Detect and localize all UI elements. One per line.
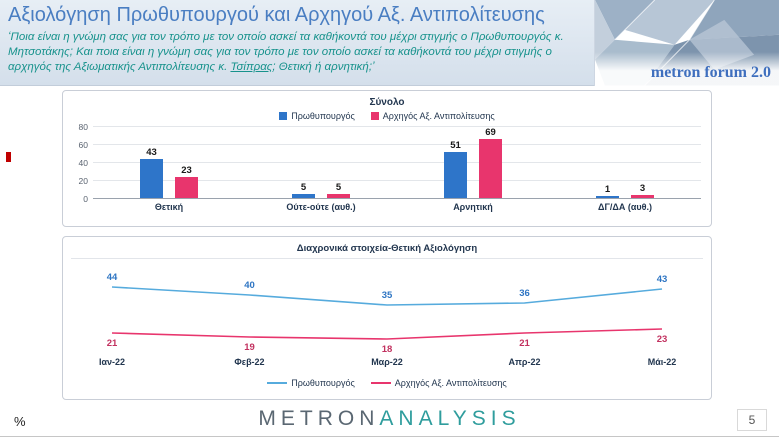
metron-forum-logo: metron forum 2.0 xyxy=(594,0,779,86)
bar-with-label: 23 xyxy=(175,127,198,198)
bar-with-label: 5 xyxy=(327,127,350,198)
bar xyxy=(631,195,654,198)
bar xyxy=(175,177,198,198)
y-axis-tick-label: 60 xyxy=(79,140,88,150)
slide: Αξιολόγηση Πρωθυπουργού και Αρχηγού Αξ. … xyxy=(0,0,779,437)
subtitle-text-end: ; Θετική ή αρνητική;’ xyxy=(272,61,374,73)
line-value-label: 40 xyxy=(244,280,255,291)
line-value-label: 18 xyxy=(382,344,393,355)
line-value-label: 19 xyxy=(244,342,255,353)
bar-group: 55 xyxy=(245,127,397,198)
line-value-label: 35 xyxy=(382,290,393,301)
left-margin-red-marker xyxy=(6,152,11,162)
line-value-label: 23 xyxy=(657,334,668,345)
bar xyxy=(140,159,163,198)
legend-label: Πρωθυπουργός xyxy=(291,378,355,388)
line-value-label: 44 xyxy=(107,272,118,283)
bar xyxy=(596,196,619,198)
category-label: Μάι-22 xyxy=(627,357,697,367)
header-text-block: Αξιολόγηση Πρωθυπουργού και Αρχηγού Αξ. … xyxy=(8,4,594,75)
metron-analysis-logo: METRONANALYSIS xyxy=(0,407,779,431)
bar-with-label: 3 xyxy=(631,127,654,198)
bar-with-label: 43 xyxy=(140,127,163,198)
y-axis-tick-label: 80 xyxy=(79,122,88,132)
legend-item: Αρχηγός Αξ. Αντιπολίτευσης xyxy=(371,111,495,121)
bar-plot-column: 432355516913 ΘετικήΟύτε-ούτε (αυθ.)Αρνητ… xyxy=(93,127,701,212)
category-label: Απρ-22 xyxy=(490,357,560,367)
bar-group: 13 xyxy=(549,127,701,198)
bar-group: 51 69 xyxy=(397,127,549,198)
page-title: Αξιολόγηση Πρωθυπουργού και Αρχηγού Αξ. … xyxy=(8,4,594,27)
legend-label: Αρχηγός Αξ. Αντιπολίτευσης xyxy=(383,111,495,121)
line-category-labels: Ιαν-22 Φεβ-22 Μαρ-22 Απρ-22 Μάι-22 xyxy=(67,357,707,369)
bar-value-label: 23 xyxy=(181,165,192,176)
bar xyxy=(292,194,315,199)
category-label: Θετική xyxy=(93,202,245,212)
y-axis-tick-label: 0 xyxy=(83,194,88,204)
bar xyxy=(327,194,350,199)
question-subtitle: ‘Ποια είναι η γνώμη σας για τον τρόπο με… xyxy=(8,30,594,75)
bar-groups: 432355516913 xyxy=(93,127,701,198)
bar-value-label: 5 xyxy=(336,182,341,193)
title-divider xyxy=(71,258,703,259)
y-axis-tick-label: 20 xyxy=(79,176,88,186)
bar-with-label: 69 xyxy=(479,127,502,198)
bar xyxy=(444,152,467,198)
brand-analysis: ANALYSIS xyxy=(379,407,520,430)
line-value-label: 36 xyxy=(519,288,530,299)
legend-item: Πρωθυπουργός xyxy=(267,378,355,388)
category-label: Μαρ-22 xyxy=(352,357,422,367)
category-label: ΔΓ/ΔΑ (αυθ.) xyxy=(549,202,701,212)
bar-value-label: 43 xyxy=(146,147,157,158)
bar xyxy=(479,139,502,198)
bar-chart-legend: Πρωθυπουργός Αρχηγός Αξ. Αντιπολίτευσης xyxy=(63,111,711,121)
category-label: Αρνητική xyxy=(397,202,549,212)
bar-chart-title: Σύνολο xyxy=(63,97,711,108)
line-value-label: 21 xyxy=(107,338,118,349)
bar-with-label: 1 xyxy=(596,127,619,198)
slide-header: Αξιολόγηση Πρωθυπουργού και Αρχηγού Αξ. … xyxy=(0,0,779,86)
line-plot-area: 44 40 35 36 43 21 19 18 21 23 xyxy=(67,265,707,357)
line-chart-panel: Διαχρονικά στοιχεία-Θετική Αξιολόγηση 44… xyxy=(62,236,712,400)
bar-value-label: 51 xyxy=(450,140,461,151)
legend-item: Αρχηγός Αξ. Αντιπολίτευσης xyxy=(371,378,507,388)
bar-chart-area: 020406080 432355516913 ΘετικήΟύτε-ούτε (… xyxy=(63,127,711,212)
page-number: 5 xyxy=(737,409,767,431)
bar-plot-area: 432355516913 xyxy=(93,127,701,199)
legend-square-marker xyxy=(279,112,287,120)
line-value-label: 43 xyxy=(657,274,668,285)
brand-metron: METRON xyxy=(258,407,379,430)
category-label: Φεβ-22 xyxy=(215,357,285,367)
line-series xyxy=(112,329,662,339)
line-value-label: 21 xyxy=(519,338,530,349)
bar-value-label: 3 xyxy=(640,183,645,194)
bar-chart-panel: Σύνολο Πρωθυπουργός Αρχηγός Αξ. Αντιπολίτ… xyxy=(62,90,712,227)
line-chart-legend: Πρωθυπουργός Αρχηγός Αξ. Αντιπολίτευσης xyxy=(63,378,711,388)
category-label: Ιαν-22 xyxy=(77,357,147,367)
metron-forum-wordmark: metron forum 2.0 xyxy=(595,64,779,82)
y-axis-tick-label: 40 xyxy=(79,158,88,168)
bar-value-label: 69 xyxy=(485,127,496,138)
legend-item: Πρωθυπουργός xyxy=(279,111,355,121)
category-label: Ούτε-ούτε (αυθ.) xyxy=(245,202,397,212)
legend-label: Πρωθυπουργός xyxy=(291,111,355,121)
bar-with-label: 5 xyxy=(292,127,315,198)
legend-line-marker xyxy=(267,382,287,384)
bar-with-label: 51 xyxy=(444,127,467,198)
bar-group: 43 23 xyxy=(93,127,245,198)
bar-value-label: 1 xyxy=(605,184,610,195)
subtitle-underlined-name: Τσίπρας xyxy=(230,61,272,73)
line-chart-title: Διαχρονικά στοιχεία-Θετική Αξιολόγηση xyxy=(63,243,711,254)
legend-line-marker xyxy=(371,382,391,384)
bar-value-label: 5 xyxy=(301,182,306,193)
legend-square-marker xyxy=(371,112,379,120)
bar-category-labels: ΘετικήΟύτε-ούτε (αυθ.)ΑρνητικήΔΓ/ΔΑ (αυθ… xyxy=(93,202,701,212)
y-axis: 020406080 xyxy=(69,127,93,199)
legend-label: Αρχηγός Αξ. Αντιπολίτευσης xyxy=(395,378,507,388)
